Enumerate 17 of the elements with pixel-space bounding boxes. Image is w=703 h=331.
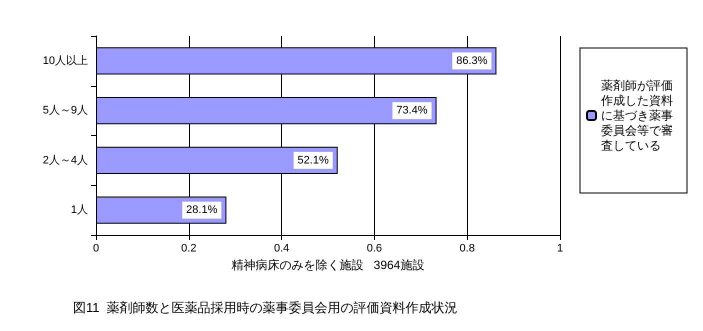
y-tick-label: 1人: [70, 204, 88, 216]
x-tick-label: 0.6: [366, 242, 382, 254]
data-label: 52.1%: [298, 154, 329, 166]
y-tick-label: 2人～4人: [42, 154, 88, 166]
data-label: 73.4%: [396, 104, 428, 117]
x-tick-label: 0: [92, 242, 100, 254]
text: 図11 薬剤師数と医薬品採用時の薬事委員会用の評価資料作成状況: [73, 300, 458, 315]
x-tick-label: 0.4: [274, 242, 290, 254]
x-tick-label: 1: [556, 242, 564, 254]
y-tick-label: 5人～9人: [42, 104, 88, 117]
x-tick-label: 0.2: [181, 242, 196, 254]
x-tick-label: 0.8: [460, 242, 475, 254]
x-axis-title: 精神病床のみを除く施設 3964施設: [232, 258, 424, 272]
y-tick-label: 10人以上: [42, 54, 88, 67]
legend-label: 薬剤師が評価作成した資料に基づき薬事委員会等で審査している: [600, 78, 673, 152]
data-label: 86.3%: [456, 54, 488, 67]
data-label: 28.1%: [186, 204, 218, 216]
